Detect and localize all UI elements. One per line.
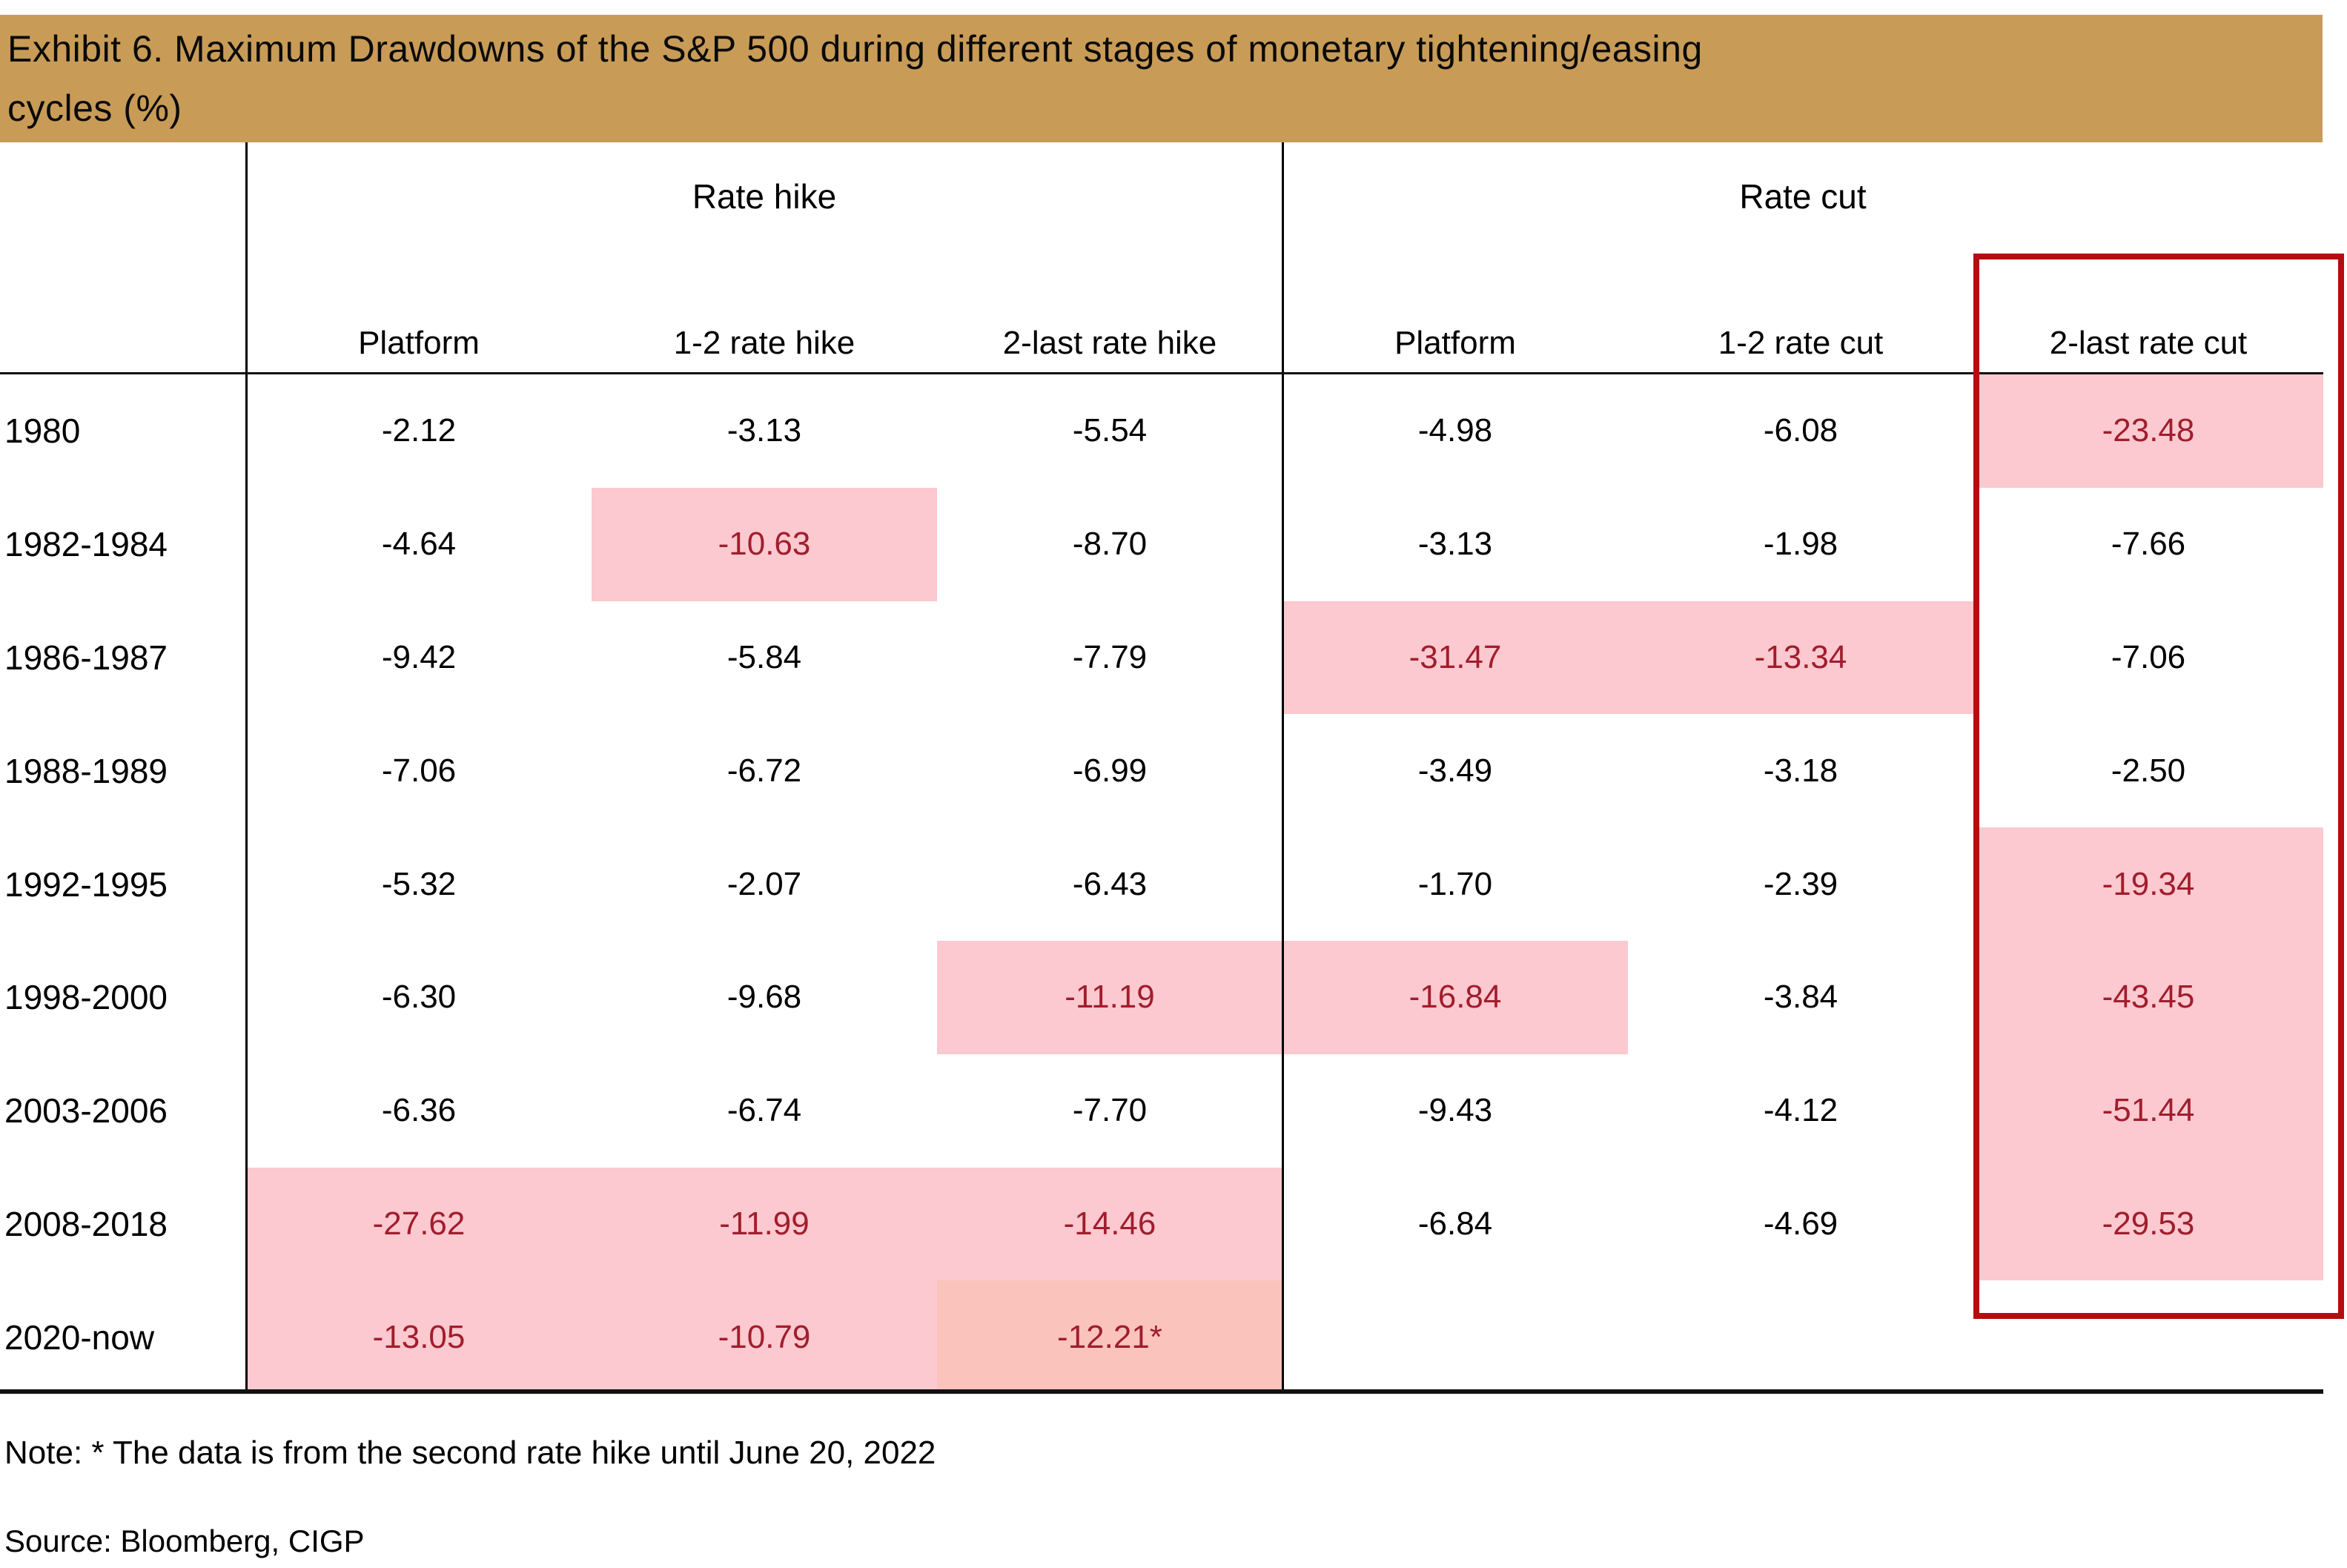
value-cell: -23.48 [1973, 374, 2323, 488]
value-cell: -6.72 [592, 714, 937, 828]
value-cell: -8.70 [937, 487, 1282, 601]
value-cell: -9.43 [1282, 1053, 1628, 1168]
value-cell: -19.34 [1973, 827, 2323, 941]
value-cell: -43.45 [1973, 940, 2323, 1054]
value-cell: -2.39 [1628, 827, 1973, 941]
row-year: 1986-1987 [0, 601, 246, 715]
sub-header-row: Platform 1-2 rate hike 2-last rate hike … [0, 315, 2323, 371]
source-attribution: Source: Bloomberg, CIGP [4, 1524, 365, 1558]
value-cell: -10.63 [592, 487, 937, 601]
value-cell: -13.34 [1628, 601, 1973, 715]
value-cell: -7.06 [246, 714, 592, 828]
row-year: 2020-now [0, 1280, 246, 1395]
row-year: 1980 [0, 374, 246, 488]
value-cell: -7.06 [1973, 601, 2323, 715]
value-cell: -11.99 [592, 1167, 937, 1281]
value-cell: -5.54 [937, 374, 1282, 488]
value-cell: -4.98 [1282, 374, 1628, 488]
value-cell: -3.13 [592, 374, 937, 488]
value-cell: -1.98 [1628, 487, 1973, 601]
column-divider-years [245, 142, 248, 1394]
value-cell: -31.47 [1282, 601, 1628, 715]
value-cell [1973, 1280, 2323, 1395]
value-cell: -12.21* [937, 1280, 1282, 1395]
value-cell: -3.13 [1282, 487, 1628, 601]
row-year: 1998-2000 [0, 940, 246, 1054]
sub-header-1-2-rate-hike: 1-2 rate hike [673, 324, 855, 361]
page-title-line1: Exhibit 6. Maximum Drawdowns of the S&P … [7, 28, 1703, 70]
value-cell: -3.49 [1282, 714, 1628, 828]
value-cell: -6.36 [246, 1053, 592, 1168]
row-year: 1988-1989 [0, 714, 246, 828]
value-cell: -14.46 [937, 1167, 1282, 1281]
value-cell: -2.50 [1973, 714, 2323, 828]
value-cell: -6.84 [1282, 1167, 1628, 1281]
value-cell: -3.84 [1628, 940, 1973, 1054]
value-cell: -3.18 [1628, 714, 1973, 828]
value-cell: -6.99 [937, 714, 1282, 828]
value-cell: -10.79 [592, 1280, 937, 1395]
row-year: 1992-1995 [0, 827, 246, 941]
highlight-outline-box-2-last-rate-cut [1973, 254, 2344, 1319]
table-bottom-rule [0, 1389, 2323, 1394]
value-cell: -7.79 [937, 601, 1282, 715]
value-cell: -7.70 [937, 1053, 1282, 1168]
value-cell: -2.12 [246, 374, 592, 488]
sub-header-1-2-rate-cut: 1-2 rate cut [1718, 324, 1884, 361]
footnote: Note: * The data is from the second rate… [4, 1435, 936, 1471]
sub-header-2-last-rate-cut: 2-last rate cut [2049, 324, 2248, 361]
value-cell: -4.69 [1628, 1167, 1973, 1281]
value-cell: -29.53 [1973, 1167, 2323, 1281]
value-cell: -5.84 [592, 601, 937, 715]
table-body: 1980 -2.12 -3.13 -5.54 -4.98 -6.08 -23.48 1982-… [0, 374, 2323, 1395]
value-cell: -13.05 [246, 1280, 592, 1395]
value-cell: -5.32 [246, 827, 592, 941]
sub-header-platform-hike: Platform [358, 324, 480, 361]
value-cell: -6.30 [246, 940, 592, 1054]
value-cell: -9.42 [246, 601, 592, 715]
value-cell: -9.68 [592, 940, 937, 1054]
value-cell [1282, 1280, 1628, 1395]
value-cell: -7.66 [1973, 487, 2323, 601]
value-cell: -11.19 [937, 940, 1282, 1054]
value-cell: -1.70 [1282, 827, 1628, 941]
value-cell: -27.62 [246, 1167, 592, 1281]
value-cell [1628, 1280, 1973, 1395]
value-cell: -4.12 [1628, 1053, 1973, 1168]
row-year: 2008-2018 [0, 1167, 246, 1281]
value-cell: -6.74 [592, 1053, 937, 1168]
value-cell: -6.08 [1628, 374, 1973, 488]
value-cell: -6.43 [937, 827, 1282, 941]
group-header-rate-hike: Rate hike [692, 177, 837, 216]
value-cell: -2.07 [592, 827, 937, 941]
value-cell: -16.84 [1282, 940, 1628, 1054]
row-year: 1982-1984 [0, 487, 246, 601]
page-title-line2: cycles (%) [7, 87, 182, 129]
title-bar: Exhibit 6. Maximum Drawdowns of the S&P … [0, 15, 2323, 142]
row-year: 2003-2006 [0, 1053, 246, 1168]
sub-header-2-last-rate-hike: 2-last rate hike [1002, 324, 1217, 361]
value-cell: -51.44 [1973, 1053, 2323, 1168]
header-underline [0, 372, 2323, 374]
group-header-rate-cut: Rate cut [1739, 177, 1867, 216]
value-cell: -4.64 [246, 487, 592, 601]
column-divider-hike-cut [1282, 142, 1284, 1394]
sub-header-platform-cut: Platform [1394, 324, 1516, 361]
